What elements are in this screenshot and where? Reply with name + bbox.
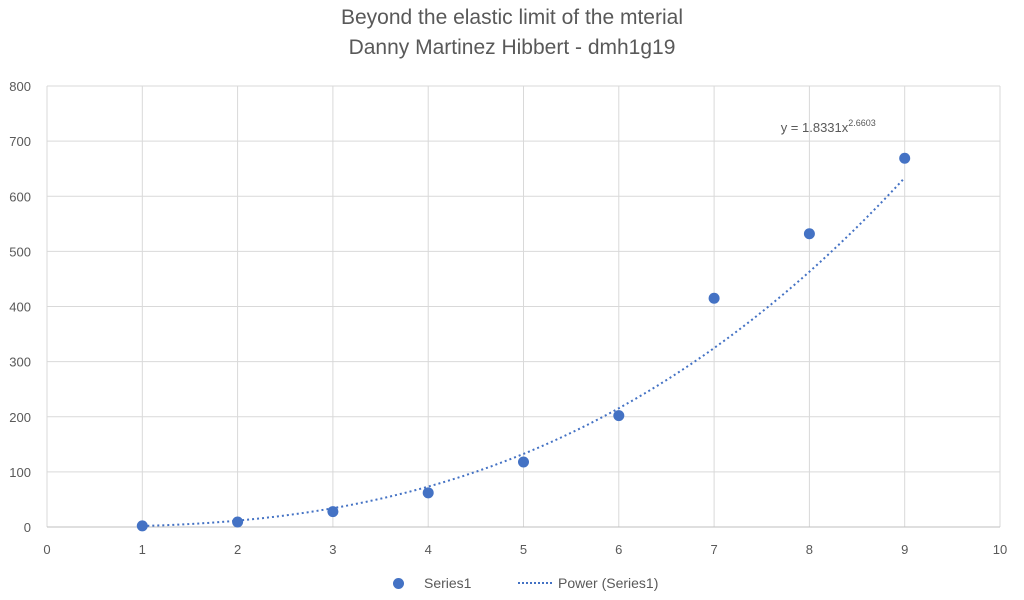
trendline-layer [142, 177, 906, 527]
equation-exponent: 2.6603 [848, 118, 876, 128]
dotted-line-icon [518, 582, 552, 584]
axes: 0 100 200 300 400 500 600 700 800 0 1 2 3 4 5 6 7 8 9 10 [9, 79, 1007, 557]
legend-item-power-trendline: Power (Series1) [518, 575, 658, 591]
legend-label-series1: Series1 [424, 575, 472, 591]
chart-subtitle: Danny Martinez Hibbert - dmh1g19 [348, 36, 676, 59]
data-point [136, 520, 148, 532]
data-point [899, 152, 911, 164]
y-tick-label: 600 [9, 189, 31, 204]
x-tick-label: 3 [329, 542, 336, 557]
x-tick-label: 6 [615, 542, 622, 557]
equation-base: y = 1.8331x [781, 120, 849, 135]
data-point [232, 516, 244, 528]
trendline-equation-label: y = 1.8331x2.6603 [781, 118, 876, 135]
data-point [613, 410, 625, 422]
chart-title: Beyond the elastic limit of the mterial [341, 6, 683, 29]
y-tick-label: 700 [9, 134, 31, 149]
series-marker-icon [393, 577, 404, 589]
legend-label-trendline: Power (Series1) [558, 575, 659, 591]
data-point [708, 292, 720, 304]
y-tick-label: 100 [9, 465, 31, 480]
y-tick-label: 400 [9, 300, 31, 315]
y-tick-label: 200 [9, 410, 31, 425]
x-tick-label: 10 [993, 542, 1007, 557]
data-points [136, 152, 911, 532]
x-tick-label: 2 [234, 542, 241, 557]
data-point [803, 228, 815, 240]
x-tick-label: 8 [806, 542, 813, 557]
x-tick-label: 9 [901, 542, 908, 557]
x-tick-label: 5 [520, 542, 527, 557]
x-tick-label: 7 [710, 542, 717, 557]
chart-legend: Series1 Power (Series1) [0, 573, 1024, 597]
y-tick-label: 300 [9, 355, 31, 370]
data-point [518, 456, 529, 468]
power-trendline [142, 177, 906, 527]
x-tick-label: 4 [425, 542, 432, 557]
grid-lines [46, 85, 1001, 527]
y-tick-label: 500 [9, 244, 31, 259]
y-tick-label: 0 [24, 520, 31, 535]
x-tick-label: 0 [43, 542, 50, 557]
x-tick-label: 1 [139, 542, 146, 557]
y-tick-label: 800 [9, 79, 31, 94]
data-point [422, 487, 434, 499]
legend-item-series1: Series1 [393, 575, 471, 591]
data-point [327, 506, 339, 518]
